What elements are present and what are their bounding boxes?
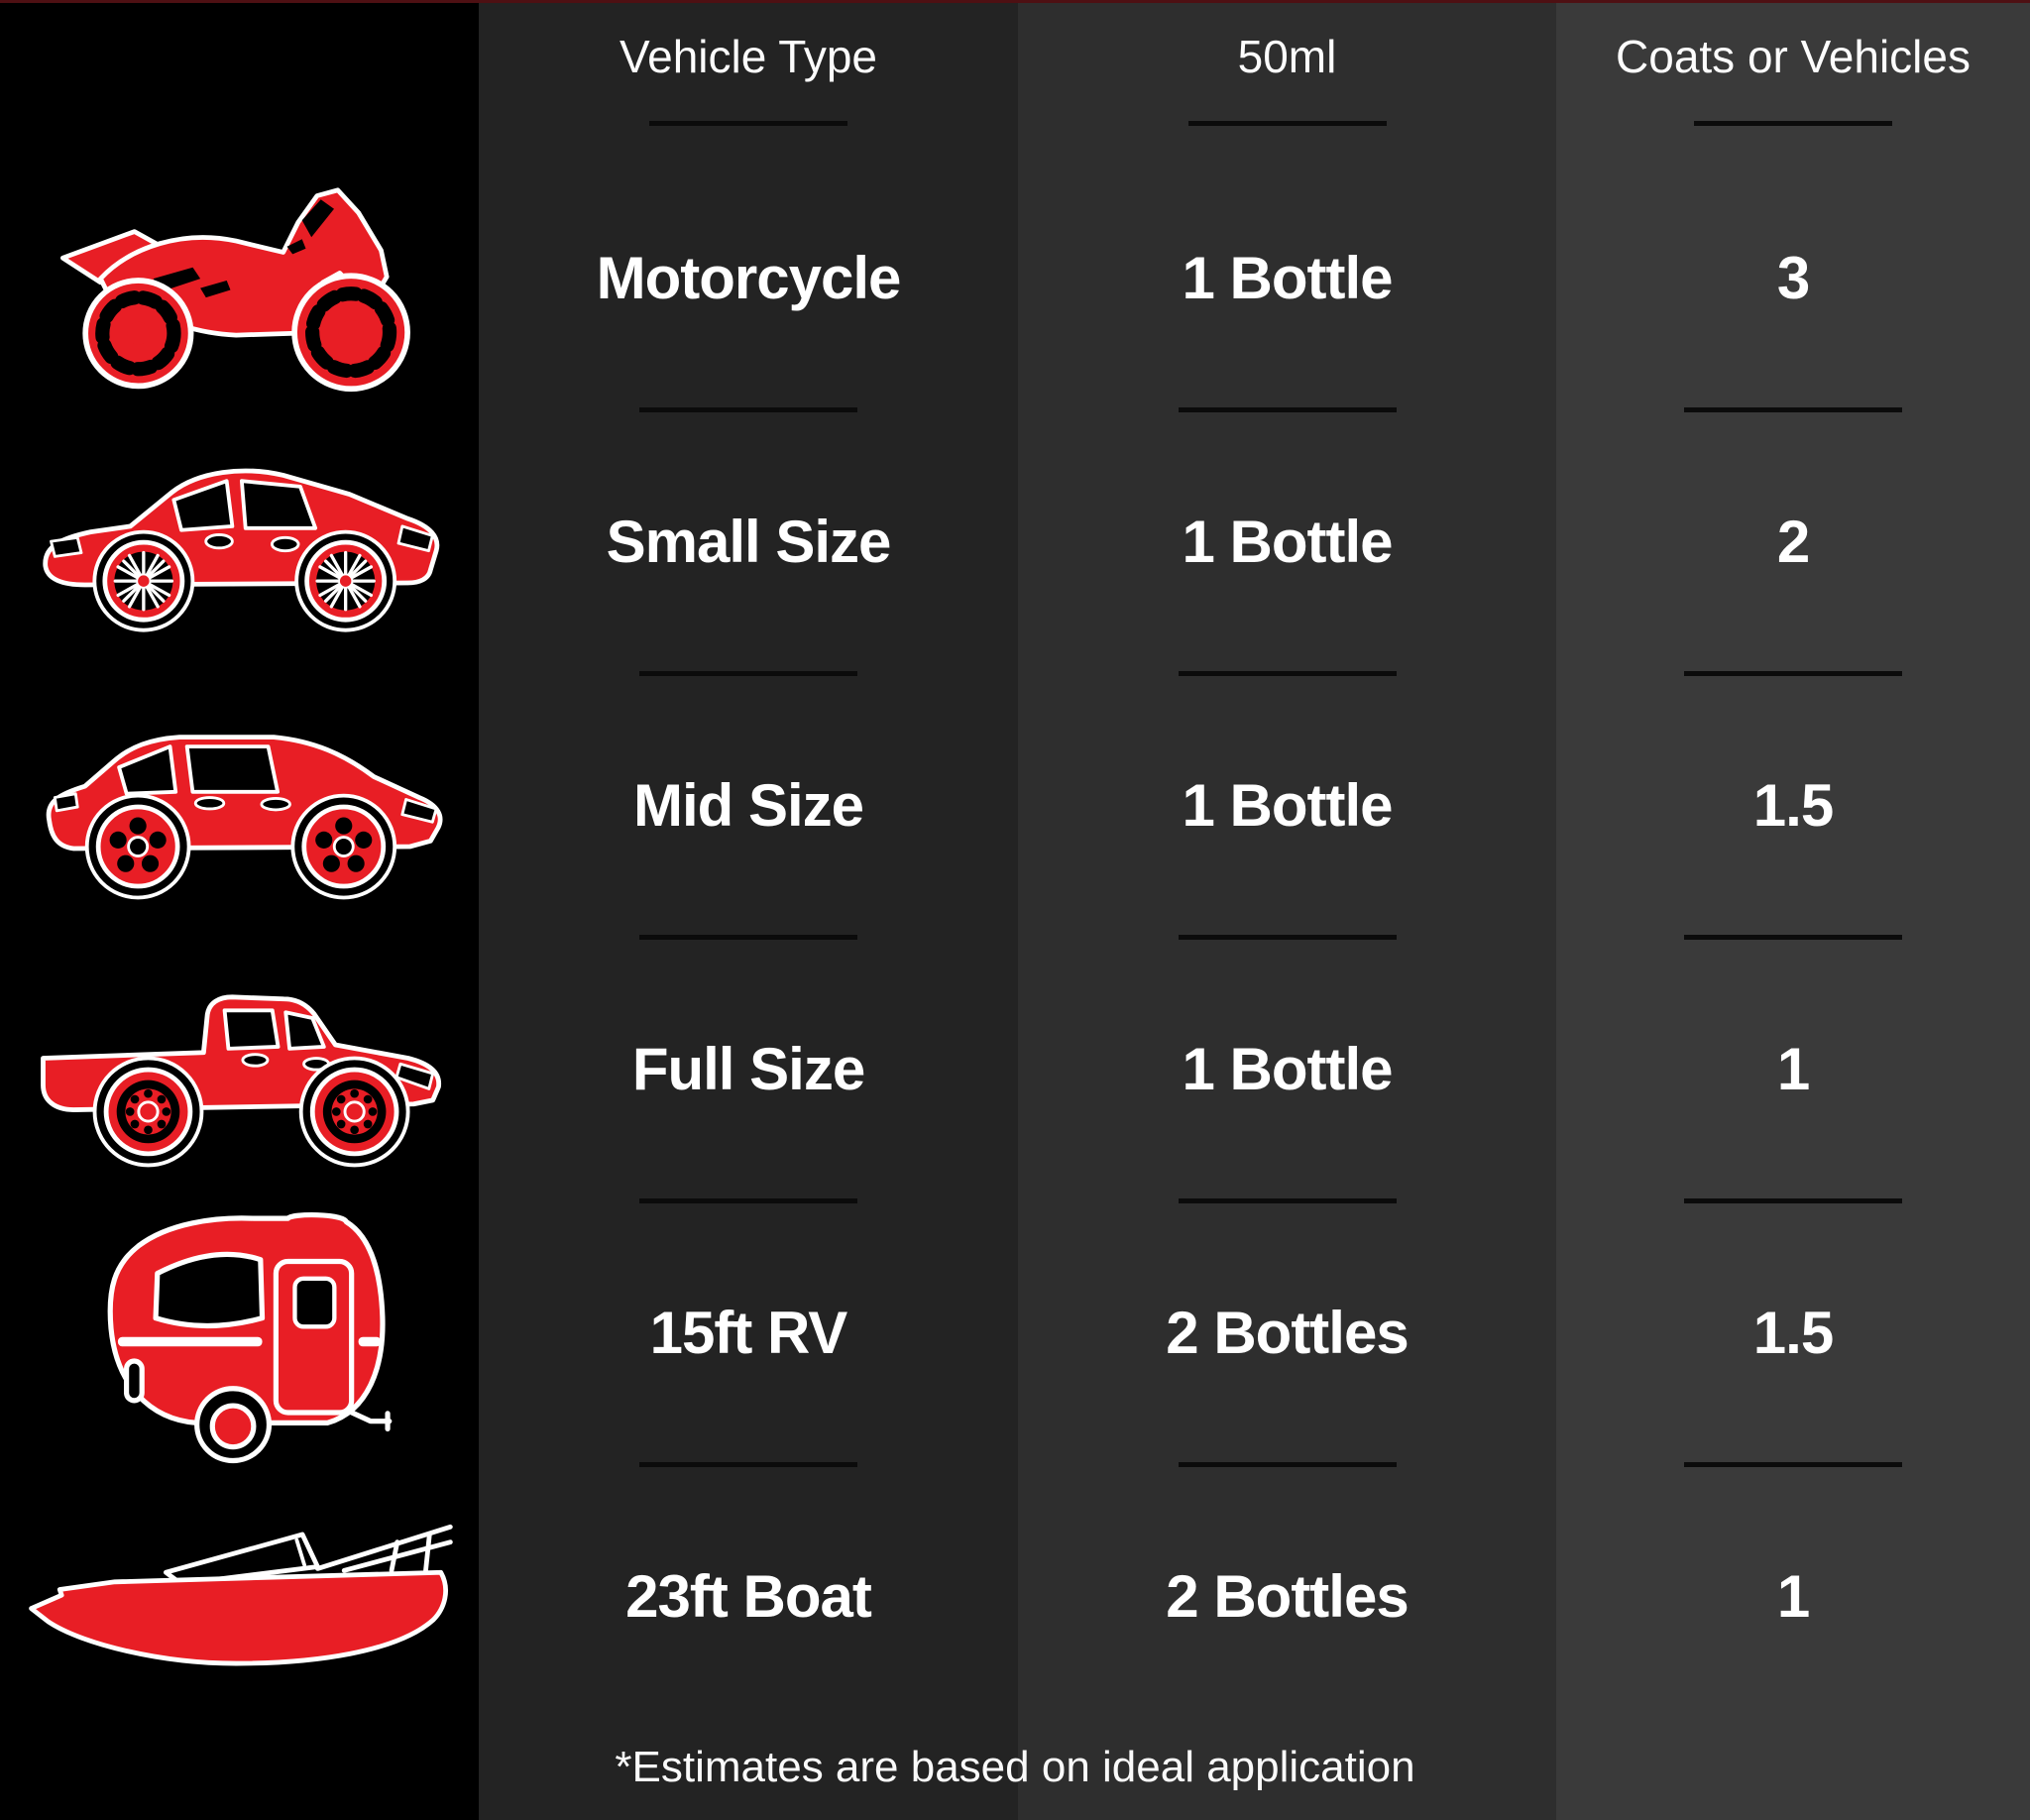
row-divider xyxy=(1178,935,1397,940)
coats-value: 1 xyxy=(1776,1036,1810,1102)
vehicle-type-column: Vehicle Type Motorcycle Small Size Mid S… xyxy=(479,0,1018,1820)
row-divider xyxy=(1684,1462,1902,1467)
row-divider xyxy=(639,1462,857,1467)
full-size-pickup-icon xyxy=(40,994,441,1168)
table-row: 1 xyxy=(1556,1467,2030,1726)
header-underline xyxy=(1694,121,1892,126)
coats-header-cell: Coats or Vehicles xyxy=(1556,0,2030,149)
vehicle-label: Motorcycle xyxy=(596,245,902,311)
bottles-header-cell: 50ml xyxy=(1018,0,1556,149)
table-row: Small Size xyxy=(479,412,1018,671)
table-row: 1 Bottle xyxy=(1018,676,1556,935)
table-row: 1 Bottle xyxy=(1018,149,1556,407)
table-row: 23ft Boat xyxy=(479,1467,1018,1726)
icon-cell-boat xyxy=(0,1467,479,1731)
row-divider xyxy=(639,407,857,412)
coats-column: Coats or Vehicles 3 2 1.5 1 1.5 1 xyxy=(1556,0,2030,1820)
icon-cell-rv-trailer xyxy=(0,1203,479,1467)
row-divider xyxy=(1684,671,1902,676)
coats-value: 1 xyxy=(1776,1563,1810,1630)
icon-column-header-spacer xyxy=(0,0,479,149)
boat-icon xyxy=(28,1524,453,1665)
vehicle-label: Mid Size xyxy=(632,772,864,839)
mid-size-car-icon xyxy=(46,735,442,900)
table-row: 2 Bottles xyxy=(1018,1203,1556,1462)
vehicle-label: Full Size xyxy=(631,1036,865,1102)
bottles-value: 1 Bottle xyxy=(1182,509,1393,575)
row-divider xyxy=(639,671,857,676)
table-row: 15ft RV xyxy=(479,1203,1018,1462)
icon-cell-small-sedan xyxy=(0,412,479,676)
icon-cell-full-size-pickup xyxy=(0,940,479,1203)
small-sedan-icon xyxy=(42,468,439,632)
icon-cell-motorcycle xyxy=(0,149,479,412)
table-row: 1 xyxy=(1556,940,2030,1198)
vehicle-label: 23ft Boat xyxy=(625,1563,872,1630)
bottles-column: 50ml 1 Bottle 1 Bottle 1 Bottle 1 Bottle… xyxy=(1018,0,1556,1820)
table-row: Full Size xyxy=(479,940,1018,1198)
vehicle-type-header: Vehicle Type xyxy=(619,31,877,82)
row-divider xyxy=(1684,407,1902,412)
bottles-value: 2 Bottles xyxy=(1166,1563,1409,1630)
coats-value: 2 xyxy=(1776,509,1810,575)
bottles-value: 1 Bottle xyxy=(1182,772,1393,839)
row-divider xyxy=(1178,1198,1397,1203)
table-row: 2 Bottles xyxy=(1018,1467,1556,1726)
coats-value: 3 xyxy=(1776,245,1810,311)
row-divider xyxy=(1178,407,1397,412)
vehicle-icon-column xyxy=(0,0,479,1820)
row-divider xyxy=(639,1198,857,1203)
top-accent-line xyxy=(0,0,2030,3)
row-divider xyxy=(1178,671,1397,676)
coats-value: 1.5 xyxy=(1752,772,1834,839)
table-row: 3 xyxy=(1556,149,2030,407)
vehicle-label: Small Size xyxy=(606,509,892,575)
vehicle-label: 15ft RV xyxy=(649,1300,848,1366)
bottles-value: 2 Bottles xyxy=(1166,1300,1409,1366)
table-row: Motorcycle xyxy=(479,149,1018,407)
header-underline xyxy=(1187,121,1387,126)
icon-cell-mid-size-car xyxy=(0,676,479,940)
row-divider xyxy=(1684,935,1902,940)
row-divider xyxy=(1178,1462,1397,1467)
table-row: 1.5 xyxy=(1556,676,2030,935)
row-divider xyxy=(639,935,857,940)
table-row: Mid Size xyxy=(479,676,1018,935)
bottles-header: 50ml xyxy=(1237,31,1337,82)
bottles-value: 1 Bottle xyxy=(1182,1036,1393,1102)
table-row: 1 Bottle xyxy=(1018,412,1556,671)
coats-value: 1.5 xyxy=(1752,1300,1834,1366)
row-divider xyxy=(1684,1198,1902,1203)
table-row: 2 xyxy=(1556,412,2030,671)
rv-trailer-icon xyxy=(107,1211,392,1464)
coats-header: Coats or Vehicles xyxy=(1616,31,1971,82)
table-row: 1 Bottle xyxy=(1018,940,1556,1198)
header-underline xyxy=(649,121,847,126)
vehicle-type-header-cell: Vehicle Type xyxy=(479,0,1018,149)
bottles-value: 1 Bottle xyxy=(1182,245,1393,311)
motorcycle-icon xyxy=(59,187,410,393)
footnote: *Estimates are based on ideal applicatio… xyxy=(615,1743,1415,1791)
table-row: 1.5 xyxy=(1556,1203,2030,1462)
